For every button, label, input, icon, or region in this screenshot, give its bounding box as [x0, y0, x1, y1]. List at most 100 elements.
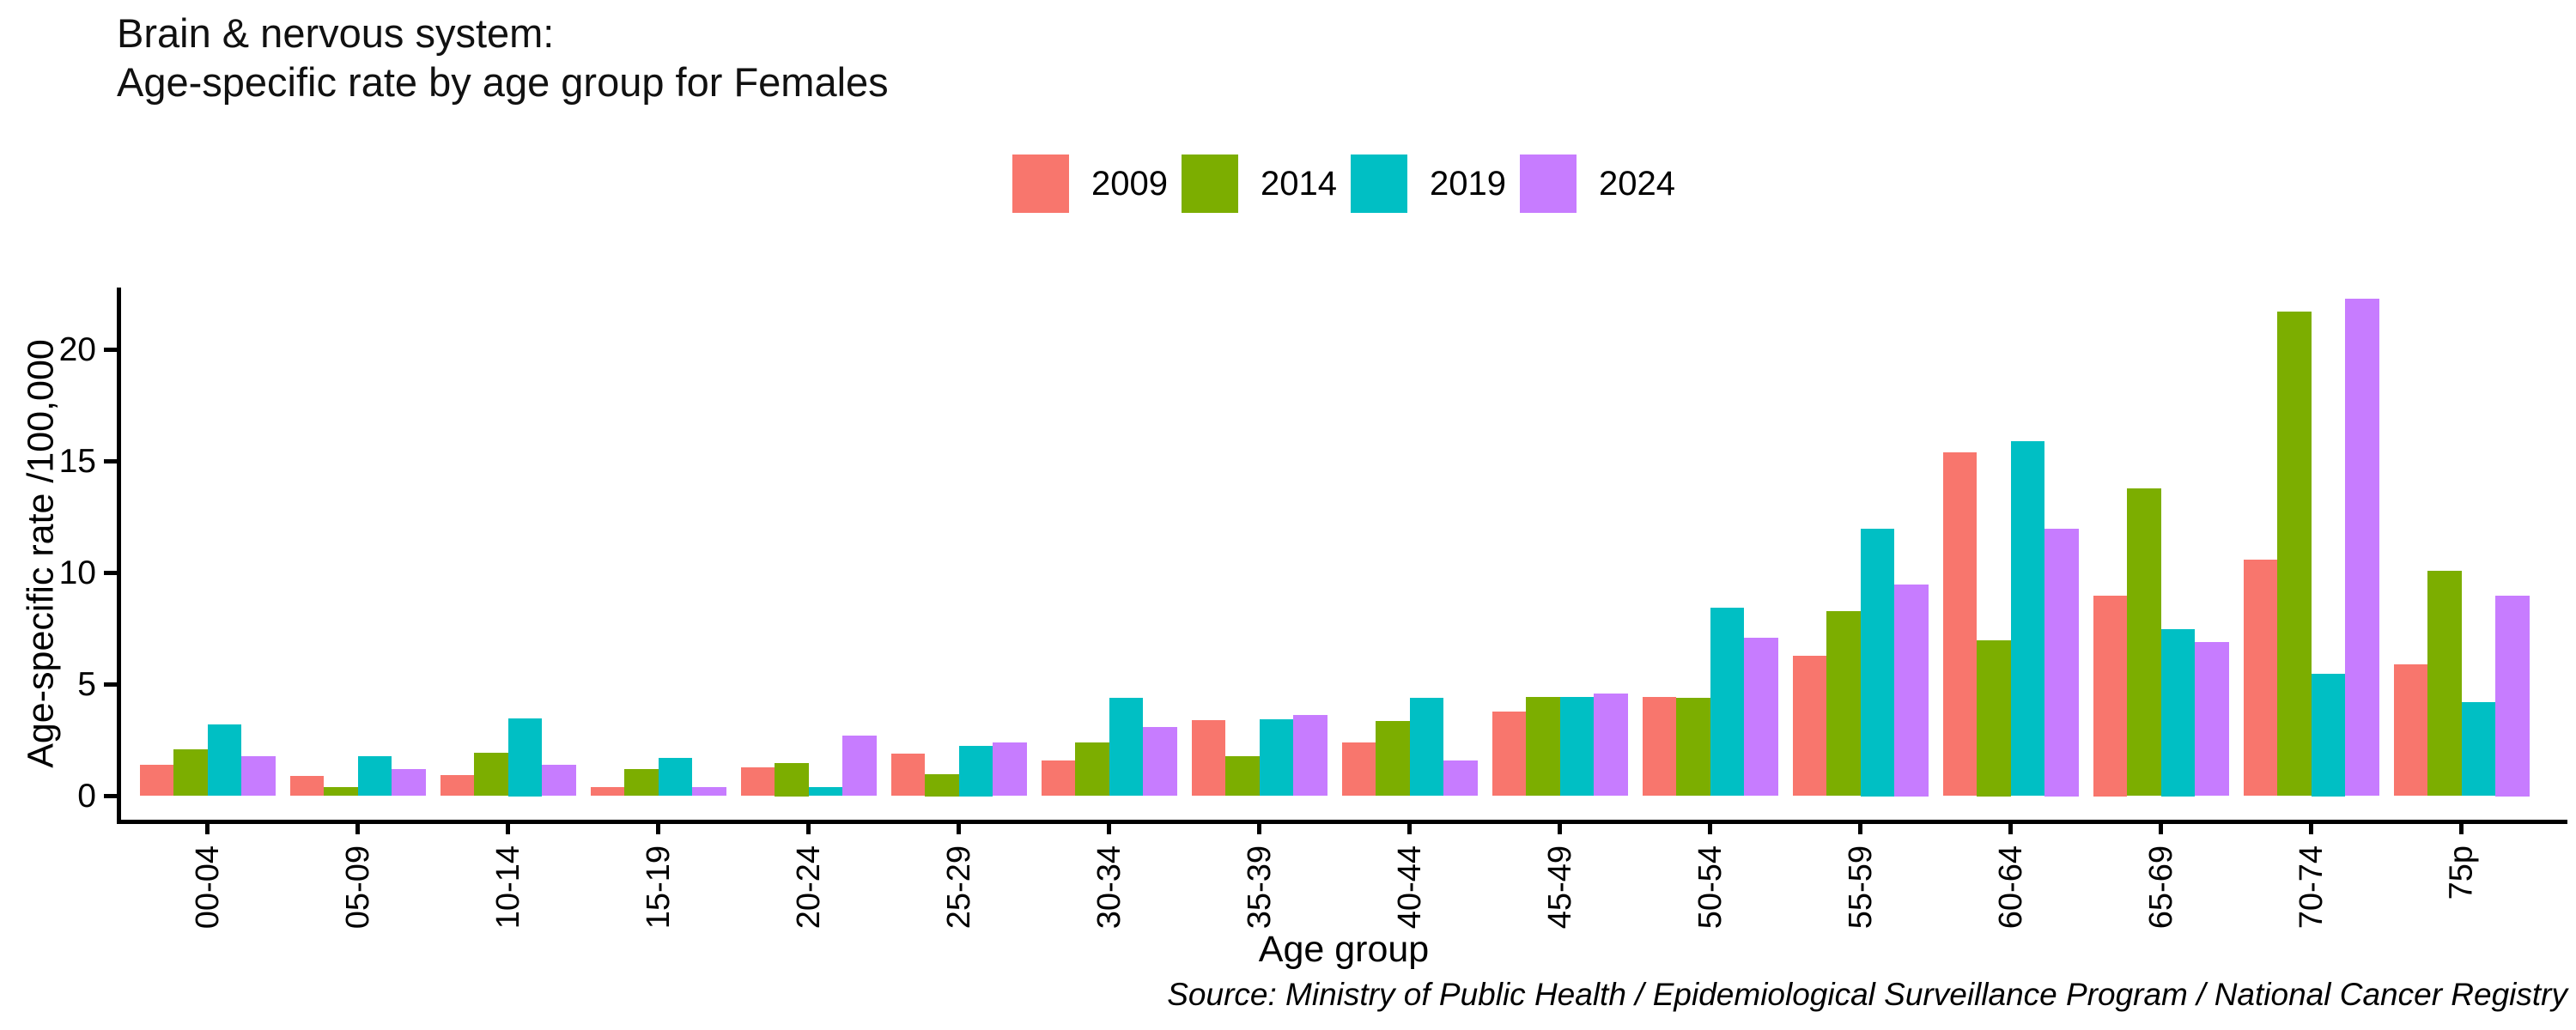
x-tick-mark	[355, 820, 361, 834]
legend-swatch-2009	[1012, 154, 1070, 213]
chart-title-line2: Age-specific rate by age group for Femal…	[117, 59, 889, 105]
bar-2009-40-44	[1341, 742, 1376, 797]
bar-2014-15-19	[624, 769, 659, 797]
bar-2014-75p	[2427, 570, 2462, 797]
x-tick-label-05-09: 05-09	[339, 845, 376, 930]
x-tick-mark	[656, 820, 661, 834]
x-tick-label-45-49: 45-49	[1541, 845, 1578, 930]
legend-label-2024: 2024	[1598, 164, 1675, 203]
bar-2009-35-39	[1191, 720, 1226, 797]
bar-2024-45-49	[1594, 693, 1628, 797]
bar-2019-15-19	[658, 758, 693, 797]
y-tick-label: 20	[58, 331, 96, 368]
bar-2019-25-29	[958, 746, 993, 797]
x-tick-mark	[2159, 820, 2164, 834]
bar-2019-75p	[2461, 702, 2496, 797]
x-tick-label-65-69: 65-69	[2142, 845, 2179, 930]
x-axis-spine	[117, 820, 2567, 824]
bar-2009-15-19	[590, 787, 625, 797]
legend-item-2014: 2014	[1182, 154, 1337, 213]
bar-2024-55-59	[1894, 584, 1929, 797]
x-tick-mark	[2459, 820, 2464, 834]
bar-2014-40-44	[1376, 721, 1410, 797]
x-tick-label-25-29: 25-29	[940, 845, 977, 930]
bar-2019-20-24	[808, 787, 843, 797]
bar-2024-70-74	[2345, 298, 2379, 797]
x-tick-mark	[957, 820, 962, 834]
x-tick-mark	[1107, 820, 1112, 834]
legend: 2009 2014 2019 2024	[120, 154, 2567, 213]
bar-2019-60-64	[2010, 441, 2045, 797]
bar-2024-05-09	[392, 769, 426, 797]
y-tick-label: 15	[58, 443, 96, 480]
bar-2024-00-04	[241, 755, 276, 797]
y-tick-mark	[104, 571, 117, 575]
bar-2014-20-24	[775, 762, 809, 797]
bar-2019-30-34	[1109, 698, 1144, 797]
bar-2024-50-54	[1744, 637, 1778, 797]
legend-label-2014: 2014	[1261, 164, 1337, 203]
bar-2024-35-39	[1293, 714, 1327, 797]
bar-2009-55-59	[1792, 655, 1827, 797]
bar-2019-00-04	[207, 724, 242, 797]
y-tick-label: 5	[77, 666, 96, 703]
bar-2019-10-14	[507, 718, 543, 797]
x-tick-mark	[1708, 820, 1713, 834]
x-axis-title: Age group	[1258, 929, 1430, 970]
bar-2014-10-14	[474, 752, 508, 797]
bar-2019-40-44	[1409, 698, 1444, 797]
bar-2009-60-64	[1942, 452, 1978, 797]
legend-swatch-2014	[1182, 154, 1239, 213]
chart-title-line1: Brain & nervous system:	[117, 10, 555, 56]
x-tick-mark	[2008, 820, 2014, 834]
x-tick-label-00-04: 00-04	[189, 845, 226, 930]
bar-2014-65-69	[2127, 488, 2161, 797]
chart-title: Brain & nervous system: Age-specific rat…	[117, 9, 889, 106]
bar-2009-20-24	[740, 766, 775, 797]
bar-2014-70-74	[2277, 312, 2312, 797]
bar-2019-65-69	[2160, 628, 2196, 797]
bar-2014-25-29	[925, 773, 959, 797]
bar-2024-20-24	[842, 736, 877, 797]
bar-2014-35-39	[1225, 755, 1260, 797]
y-tick-mark	[104, 459, 117, 464]
bar-2014-00-04	[173, 748, 208, 797]
x-tick-mark	[1558, 820, 1563, 834]
bar-2019-70-74	[2311, 673, 2346, 797]
bar-2024-15-19	[692, 787, 726, 797]
bar-2014-30-34	[1075, 742, 1109, 797]
x-tick-label-10-14: 10-14	[489, 845, 526, 930]
y-tick-label: 0	[77, 778, 96, 815]
legend-item-2024: 2024	[1519, 154, 1675, 213]
legend-label-2019: 2019	[1430, 164, 1506, 203]
bar-2009-25-29	[890, 754, 926, 797]
bar-2019-55-59	[1860, 528, 1895, 797]
bar-2014-45-49	[1526, 696, 1560, 797]
bar-2014-55-59	[1826, 610, 1861, 797]
bar-2009-30-34	[1041, 760, 1076, 797]
y-axis-title: Age-specific rate /100,000	[20, 339, 62, 768]
y-axis-spine	[117, 288, 121, 824]
x-tick-label-15-19: 15-19	[640, 845, 677, 930]
legend-swatch-2019	[1351, 154, 1407, 213]
bar-2014-05-09	[324, 787, 358, 797]
bar-2009-65-69	[2093, 595, 2128, 797]
y-tick-label: 10	[58, 554, 96, 591]
x-tick-mark	[506, 820, 511, 834]
bar-2009-10-14	[440, 774, 475, 797]
x-tick-mark	[806, 820, 811, 834]
x-tick-mark	[1257, 820, 1262, 834]
bar-2019-05-09	[357, 755, 392, 797]
bar-2014-50-54	[1676, 698, 1710, 797]
bar-2024-75p	[2495, 595, 2530, 797]
bar-2024-10-14	[542, 765, 576, 797]
x-tick-mark	[2309, 820, 2314, 834]
x-tick-mark	[1858, 820, 1863, 834]
bar-2024-60-64	[2044, 528, 2079, 797]
x-tick-label-30-34: 30-34	[1091, 845, 1127, 930]
y-tick-mark	[104, 794, 117, 798]
legend-item-2019: 2019	[1351, 154, 1506, 213]
source-note: Source: Ministry of Public Health / Epid…	[1167, 977, 2567, 1012]
bar-2009-75p	[2393, 664, 2428, 797]
